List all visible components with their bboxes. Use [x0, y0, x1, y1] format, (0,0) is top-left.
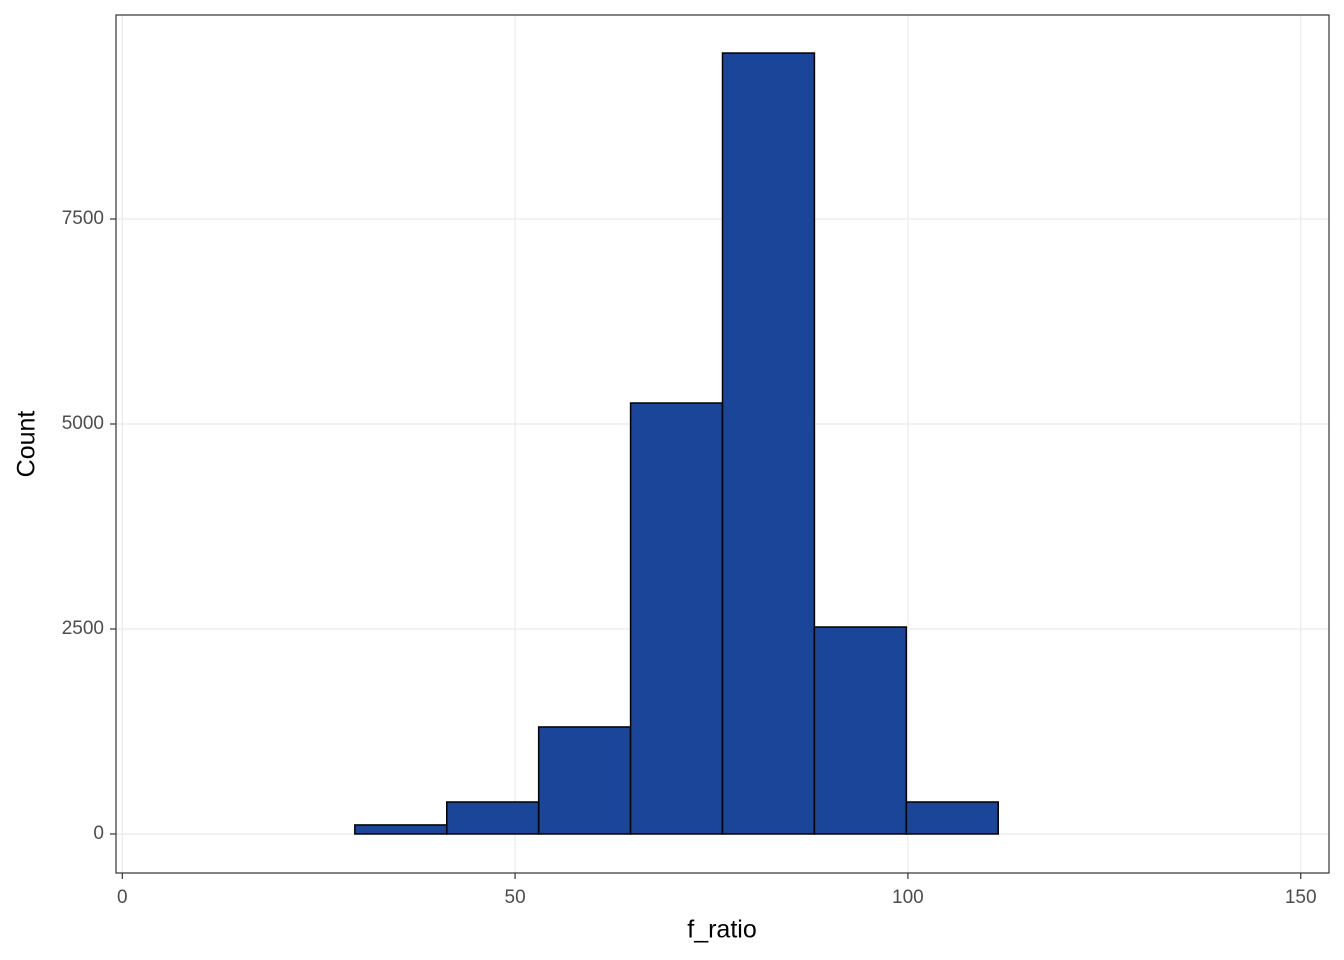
x-tick-label: 0	[117, 887, 128, 908]
bar	[354, 824, 448, 835]
x-tick-label: 150	[1285, 887, 1317, 908]
bar	[629, 402, 724, 835]
x-axis-title: f_ratio	[687, 916, 756, 944]
y-tick-label: 7500	[62, 208, 104, 229]
x-tick-label: 50	[505, 887, 526, 908]
x-tick-label: 100	[892, 887, 924, 908]
bar	[721, 52, 816, 835]
bar	[445, 801, 540, 835]
bar	[537, 726, 632, 835]
plot-border	[115, 14, 1330, 874]
y-tick-label: 5000	[62, 413, 104, 434]
y-tick-label: 2500	[62, 618, 104, 639]
bar	[813, 626, 908, 835]
y-tick-label: 0	[93, 823, 104, 844]
bar	[905, 801, 1000, 835]
y-axis-title: Count	[13, 411, 41, 478]
